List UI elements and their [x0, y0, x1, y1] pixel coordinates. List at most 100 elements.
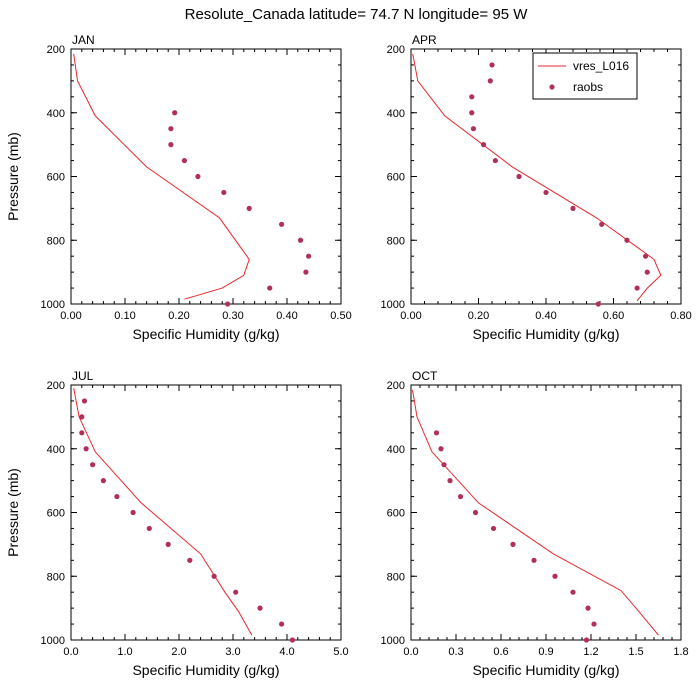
- x-tick-label: 3.0: [225, 646, 240, 658]
- x-tick-label: 0.40: [535, 310, 556, 322]
- x-tick-label: 1.0: [117, 646, 132, 658]
- x-tick-label: 0.20: [168, 310, 189, 322]
- x-tick-label: 4.0: [279, 646, 294, 658]
- x-tick-label: 0.20: [468, 310, 489, 322]
- raobs-point: [279, 221, 285, 227]
- y-tick-label: 600: [387, 508, 405, 520]
- plot-frame-jan: [70, 48, 342, 305]
- model-line-oct: [412, 389, 659, 636]
- panel-jul: JUL 0.0 1.0 2.0 3.0 4.0 5.0 200 400 600 800 1000 Spe…: [5, 369, 349, 678]
- panels: JAN 0.00 0.10 0.20 0.30 0.40 0.50 200 400 600 800 1…: [5, 33, 692, 678]
- raobs-point: [480, 142, 487, 148]
- raobs-point: [469, 94, 475, 100]
- raobs-point: [595, 301, 601, 307]
- x-tick-label: 0.60: [603, 310, 624, 322]
- y-tick-label: 800: [387, 571, 405, 583]
- x-tick-label: 0.80: [670, 310, 691, 322]
- raobs-point: [114, 493, 120, 500]
- raobs-point: [469, 110, 475, 116]
- y-tick-label: 800: [387, 235, 405, 247]
- legend-raobs-label: raobs: [573, 80, 603, 94]
- x-tick-label: 0.0: [403, 646, 418, 658]
- model-line-jul: [73, 388, 253, 636]
- raobs-point: [634, 285, 640, 291]
- raobs-point: [487, 78, 493, 84]
- legend-box: [532, 52, 638, 100]
- raobs-point: [165, 541, 171, 547]
- y-tick-label: 800: [47, 571, 65, 583]
- y-tick-label: 400: [47, 108, 65, 120]
- raobs-point: [447, 478, 453, 484]
- legend-marker-swatch: [549, 84, 555, 90]
- raobs-point: [441, 462, 447, 468]
- panel-label-apr: APR: [412, 33, 437, 47]
- raobs-point: [233, 589, 239, 595]
- y-tick-label: 1000: [41, 635, 65, 647]
- x-tick-label: 0.50: [330, 310, 351, 322]
- raobs-point: [221, 189, 227, 196]
- raobs-point: [624, 237, 630, 243]
- panel-label-oct: OCT: [412, 369, 438, 383]
- plot-frame-oct: [410, 384, 682, 641]
- raobs-point: [543, 189, 549, 196]
- raobs-point: [172, 110, 178, 116]
- panel-apr: APR 0.00 0.20 0.40 0.60 0.80 200 400 600 800 1000 S…: [381, 33, 692, 342]
- x-axis-label: Specific Humidity (g/kg): [132, 326, 279, 342]
- x-tick-label: 2.0: [171, 646, 186, 658]
- y-axis-label: Pressure (mb): [5, 468, 21, 557]
- raobs-point: [79, 414, 85, 420]
- x-tick-label: 1.8: [673, 646, 688, 658]
- raobs-point: [90, 462, 96, 468]
- raobs-point: [570, 589, 576, 595]
- raobs-point: [146, 525, 152, 532]
- y-tick-label: 400: [387, 444, 405, 456]
- raobs-point: [289, 637, 295, 643]
- raobs-point: [211, 573, 217, 579]
- raobs-point: [472, 509, 479, 516]
- raobs-point: [181, 157, 187, 164]
- x-tick-label: 1.5: [628, 646, 643, 658]
- y-tick-label: 800: [47, 235, 65, 247]
- raobs-point: [246, 205, 252, 211]
- raobs-point: [168, 126, 174, 132]
- panel-label-jul: JUL: [72, 369, 94, 383]
- raobs-point: [457, 493, 464, 500]
- raobs-point: [531, 557, 537, 563]
- raobs-point: [599, 221, 605, 227]
- raobs-point: [81, 398, 88, 404]
- raobs-point: [79, 430, 85, 436]
- raobs-point: [492, 157, 498, 164]
- raobs-point: [303, 269, 309, 275]
- raobs-point: [490, 525, 497, 532]
- y-axis-label: Pressure (mb): [5, 132, 21, 221]
- raobs-point: [438, 446, 444, 452]
- raobs-point: [130, 509, 136, 516]
- raobs-point: [489, 62, 495, 68]
- panel-label-jan: JAN: [72, 33, 95, 47]
- x-tick-label: 0.10: [114, 310, 135, 322]
- raobs-point: [168, 142, 174, 148]
- y-tick-label: 600: [47, 508, 65, 520]
- raobs-point: [279, 621, 285, 627]
- raobs-point: [100, 478, 106, 484]
- y-tick-label: 1000: [41, 299, 65, 311]
- raobs-point: [267, 285, 273, 291]
- legend-model-label: vres_L016: [573, 59, 629, 73]
- raobs-point: [195, 173, 201, 180]
- raobs-point: [187, 557, 193, 563]
- raobs-point: [583, 637, 590, 643]
- x-tick-label: 0.6: [493, 646, 508, 658]
- x-tick-label: 0.40: [276, 310, 297, 322]
- raobs-point: [516, 173, 522, 180]
- x-tick-label: 1.2: [583, 646, 598, 658]
- panel-jan: JAN 0.00 0.10 0.20 0.30 0.40 0.50 200 400 600 800 1…: [5, 33, 352, 342]
- model-line-jan: [73, 53, 250, 300]
- raobs-point: [470, 126, 477, 132]
- raobs-point: [510, 541, 516, 547]
- raobs-point: [642, 253, 649, 259]
- raobs-point: [591, 621, 597, 627]
- x-tick-label: 0.00: [400, 310, 421, 322]
- raobs-point: [83, 446, 89, 452]
- raobs-point: [570, 205, 576, 211]
